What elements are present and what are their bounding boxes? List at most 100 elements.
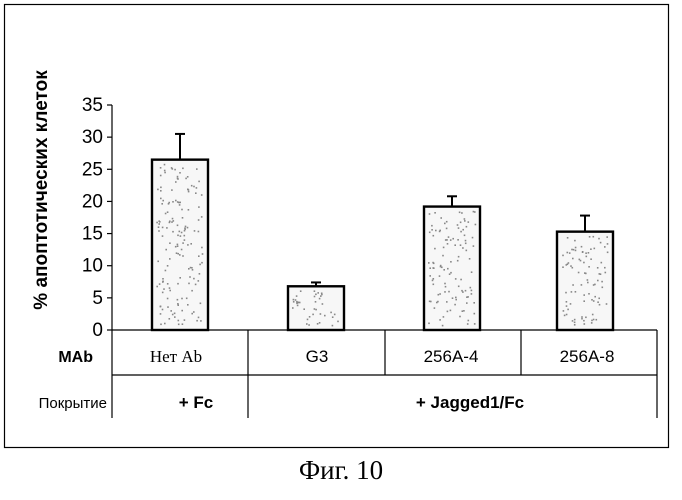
bar-texture-dot xyxy=(178,202,180,204)
bar-texture-dot xyxy=(181,232,183,234)
bar-texture-dot xyxy=(177,304,179,306)
bar-texture-dot xyxy=(162,227,164,229)
bar-texture-dot xyxy=(177,225,179,227)
bar-texture-dot xyxy=(172,168,174,170)
bar-texture-dot xyxy=(588,293,590,295)
bar-texture-dot xyxy=(196,187,198,189)
y-tick-label: 5 xyxy=(92,288,103,309)
bar-texture-dot xyxy=(583,300,585,302)
bar-texture-dot xyxy=(162,235,164,237)
bar-texture-dot xyxy=(473,302,475,304)
bar-texture-dot xyxy=(308,324,310,326)
bar-texture-dot xyxy=(201,216,203,218)
bar-texture-dot xyxy=(162,200,164,202)
bar-texture-dot xyxy=(188,268,190,270)
bar-texture-dot xyxy=(594,248,596,250)
bar-texture-dot xyxy=(312,314,314,316)
bar-texture-dot xyxy=(162,278,164,280)
coating-label-fc: + Fc xyxy=(179,393,214,412)
table-row-header-mab: MAb xyxy=(58,349,93,366)
bar-texture-dot xyxy=(184,230,186,232)
bar-texture-dot xyxy=(572,267,574,269)
bar-texture-dot xyxy=(428,323,430,325)
bar-texture-dot xyxy=(179,277,181,279)
bar-texture-dot xyxy=(571,249,573,251)
bar-texture-dot xyxy=(464,218,466,220)
bar-texture-dot xyxy=(567,237,569,239)
bar-texture-dot xyxy=(169,221,171,223)
bar-texture-dot xyxy=(196,320,198,322)
bar-texture-dot xyxy=(182,217,184,219)
bar-texture-dot xyxy=(293,301,295,303)
bar-texture-dot xyxy=(432,280,434,282)
bar-texture-dot xyxy=(160,324,162,326)
bar-texture-dot xyxy=(192,269,194,271)
bar-texture-dot xyxy=(181,298,183,300)
bar-texture-dot xyxy=(457,224,459,226)
category-label-g3: G3 xyxy=(306,347,329,366)
bar-texture-dot xyxy=(180,235,182,237)
bar-texture-dot xyxy=(606,303,608,305)
bar-texture-dot xyxy=(459,316,461,318)
bar-texture-dot xyxy=(315,301,317,303)
bar-texture-dot xyxy=(443,269,445,271)
bar-texture-dot xyxy=(172,201,174,203)
bar-texture-dot xyxy=(607,252,609,254)
bar-texture-dot xyxy=(444,283,446,285)
bar-texture-dot xyxy=(433,284,435,286)
bar-texture-dot xyxy=(194,230,196,232)
bar-texture-dot xyxy=(187,227,189,229)
bar-texture-dot xyxy=(191,313,193,315)
bar-texture-dot xyxy=(591,320,593,322)
bar-texture-dot xyxy=(184,239,186,241)
bar-texture-dot xyxy=(434,307,436,309)
bar-texture-dot xyxy=(185,226,187,228)
bar-texture-dot xyxy=(575,250,577,252)
bar-texture-dot xyxy=(185,178,187,180)
bar-texture-dot xyxy=(602,287,604,289)
bar-texture-dot xyxy=(587,279,589,281)
bar-texture-dot xyxy=(565,292,567,294)
bar-texture-dot xyxy=(443,316,445,318)
y-tick-label: 10 xyxy=(82,256,103,277)
bar-texture-dot xyxy=(195,192,197,194)
bar-texture-dot xyxy=(191,267,193,269)
bar-texture-dot xyxy=(594,296,596,298)
bar-texture-dot xyxy=(167,298,169,300)
bar-texture-dot xyxy=(321,293,323,295)
bar-texture-dot xyxy=(471,290,473,292)
bar-texture-dot xyxy=(455,278,457,280)
bar-texture-dot xyxy=(466,250,468,252)
bar-texture-dot xyxy=(193,278,195,280)
bar-texture-dot xyxy=(187,304,189,306)
bar-texture-dot xyxy=(330,312,332,314)
bar-texture-dot xyxy=(467,323,469,325)
bar-texture-dot xyxy=(439,230,441,232)
bar-texture-dot xyxy=(160,306,162,308)
bar-texture-dot xyxy=(177,253,179,255)
bar-texture-dot xyxy=(317,323,319,325)
bar-texture-dot xyxy=(334,314,336,316)
bar-texture-dot xyxy=(179,204,181,206)
bar-texture-dot xyxy=(161,203,163,205)
bar-texture-dot xyxy=(464,235,466,237)
bar-texture-dot xyxy=(182,168,184,170)
bar-texture-dot xyxy=(450,261,452,263)
bar xyxy=(152,160,208,330)
bar-texture-dot xyxy=(574,324,576,326)
bar-texture-dot xyxy=(337,321,339,323)
bar-texture-dot xyxy=(574,319,576,321)
bar-texture-dot xyxy=(295,299,297,301)
bar-texture-dot xyxy=(438,294,440,296)
bar-texture-dot xyxy=(467,296,469,298)
bar-texture-dot xyxy=(579,259,581,261)
bar-texture-dot xyxy=(198,219,200,221)
bar-texture-dot xyxy=(447,268,449,270)
bar-texture-dot xyxy=(570,303,572,305)
bar-texture-dot xyxy=(454,244,456,246)
bar-texture-dot xyxy=(583,262,585,264)
bar-texture-dot xyxy=(157,261,159,263)
bar-texture-dot xyxy=(450,310,452,312)
bar-texture-dot xyxy=(566,314,568,316)
bar-texture-dot xyxy=(601,262,603,264)
